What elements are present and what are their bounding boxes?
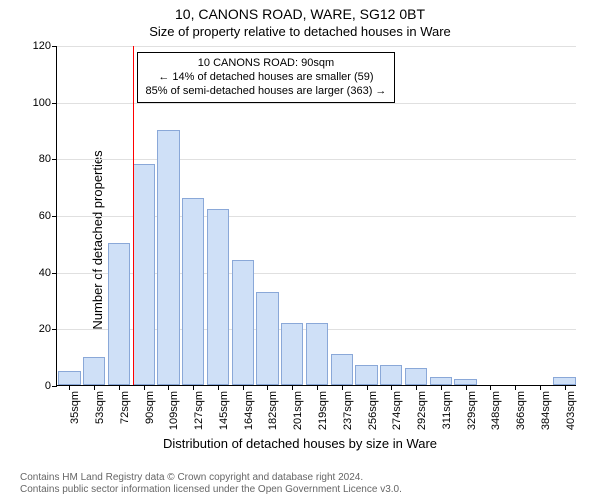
histogram-bar — [355, 365, 377, 385]
y-tickmark — [52, 103, 57, 104]
y-tickmark — [52, 46, 57, 47]
chart-container: 10, CANONS ROAD, WARE, SG12 0BT Size of … — [0, 0, 600, 500]
y-tick-label: 80 — [39, 153, 51, 165]
histogram-bar — [380, 365, 402, 385]
info-line-3: 85% of semi-detached houses are larger (… — [146, 85, 387, 99]
x-tick-label: 274sqm — [391, 391, 403, 430]
attribution-line-1: Contains HM Land Registry data © Crown c… — [20, 472, 600, 484]
x-tickmark — [515, 385, 516, 390]
y-tickmark — [52, 216, 57, 217]
x-tickmark — [144, 385, 145, 390]
info-line-2: ← 14% of detached houses are smaller (59… — [146, 71, 387, 85]
histogram-bar — [553, 377, 575, 386]
x-tickmark — [292, 385, 293, 390]
x-tick-label: 90sqm — [144, 391, 156, 424]
x-tick-label: 366sqm — [515, 391, 527, 430]
x-tickmark — [243, 385, 244, 390]
x-tickmark — [218, 385, 219, 390]
y-tickmark — [52, 159, 57, 160]
histogram-bar — [108, 243, 130, 385]
chart-subtitle: Size of property relative to detached ho… — [0, 24, 600, 39]
marker-info-box: 10 CANONS ROAD: 90sqm ← 14% of detached … — [137, 52, 396, 103]
x-tick-label: 53sqm — [94, 391, 106, 424]
histogram-bar — [405, 368, 427, 385]
histogram-bar — [430, 377, 452, 386]
x-tickmark — [441, 385, 442, 390]
x-tick-label: 182sqm — [267, 391, 279, 430]
y-tick-label: 0 — [45, 380, 51, 392]
x-tickmark — [391, 385, 392, 390]
y-tick-label: 40 — [39, 267, 51, 279]
y-tickmark — [52, 329, 57, 330]
y-tickmark — [52, 386, 57, 387]
x-tickmark — [193, 385, 194, 390]
x-tick-label: 256sqm — [367, 391, 379, 430]
x-tick-label: 164sqm — [243, 391, 255, 430]
grid-line — [57, 46, 576, 47]
x-tick-label: 219sqm — [317, 391, 329, 430]
x-tickmark — [466, 385, 467, 390]
x-tick-label: 72sqm — [119, 391, 131, 424]
chart-title: 10, CANONS ROAD, WARE, SG12 0BT — [0, 6, 600, 22]
x-tickmark — [69, 385, 70, 390]
x-tick-label: 403sqm — [565, 391, 577, 430]
histogram-bar — [306, 323, 328, 385]
histogram-bar — [83, 357, 105, 385]
y-tick-label: 20 — [39, 323, 51, 335]
attribution-text: Contains HM Land Registry data © Crown c… — [0, 472, 600, 496]
x-axis-label: Distribution of detached houses by size … — [0, 436, 600, 451]
histogram-bar — [157, 130, 179, 385]
y-tick-label: 100 — [33, 97, 51, 109]
x-tickmark — [317, 385, 318, 390]
y-tick-label: 60 — [39, 210, 51, 222]
x-tick-label: 329sqm — [466, 391, 478, 430]
histogram-bar — [182, 198, 204, 385]
x-tickmark — [119, 385, 120, 390]
x-tick-label: 292sqm — [416, 391, 428, 430]
x-tickmark — [168, 385, 169, 390]
x-tick-label: 311sqm — [441, 391, 453, 429]
x-tick-label: 145sqm — [218, 391, 230, 430]
attribution-line-2: Contains public sector information licen… — [20, 484, 600, 496]
histogram-bar — [133, 164, 155, 385]
plot-area: 02040608010012035sqm53sqm72sqm90sqm109sq… — [56, 46, 576, 386]
x-tick-label: 384sqm — [540, 391, 552, 430]
x-tick-label: 237sqm — [342, 391, 354, 430]
x-tickmark — [267, 385, 268, 390]
x-tickmark — [416, 385, 417, 390]
x-tick-label: 127sqm — [193, 391, 205, 430]
x-tickmark — [367, 385, 368, 390]
y-tickmark — [52, 273, 57, 274]
x-tickmark — [94, 385, 95, 390]
marker-line — [133, 46, 134, 385]
x-tickmark — [342, 385, 343, 390]
histogram-bar — [207, 209, 229, 385]
x-tick-label: 35sqm — [69, 391, 81, 424]
x-tick-label: 201sqm — [292, 391, 304, 430]
x-tickmark — [490, 385, 491, 390]
y-tick-label: 120 — [33, 40, 51, 52]
x-tick-label: 109sqm — [168, 391, 180, 430]
grid-line — [57, 159, 576, 160]
histogram-bar — [58, 371, 80, 385]
histogram-bar — [256, 292, 278, 386]
info-line-1: 10 CANONS ROAD: 90sqm — [146, 57, 387, 71]
histogram-bar — [232, 260, 254, 385]
x-tickmark — [540, 385, 541, 390]
x-tick-label: 348sqm — [490, 391, 502, 430]
histogram-bar — [331, 354, 353, 385]
x-tickmark — [565, 385, 566, 390]
histogram-bar — [281, 323, 303, 385]
